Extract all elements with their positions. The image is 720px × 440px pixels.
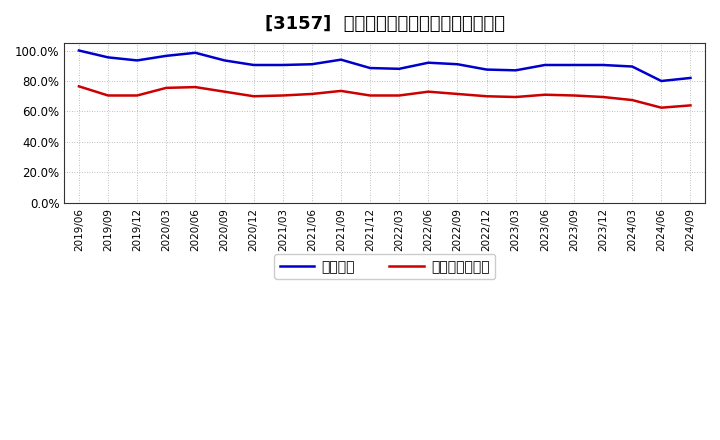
固定比率: [307, 62, 316, 67]
固定長期適合率: [162, 85, 171, 91]
固定比率: [279, 62, 287, 68]
固定長期適合率: [541, 92, 549, 97]
固定長期適合率: [133, 93, 142, 98]
固定比率: [162, 53, 171, 59]
Title: [3157]  固定比率、固定長期適合率の推移: [3157] 固定比率、固定長期適合率の推移: [265, 15, 505, 33]
固定比率: [482, 67, 491, 72]
固定長期適合率: [424, 89, 433, 94]
固定比率: [599, 62, 608, 68]
固定比率: [657, 78, 666, 84]
固定長期適合率: [279, 93, 287, 98]
固定比率: [453, 62, 462, 67]
固定比率: [366, 66, 374, 71]
固定比率: [191, 50, 199, 55]
Legend: 固定比率, 固定長期適合率: 固定比率, 固定長期適合率: [274, 254, 495, 279]
固定長期適合率: [657, 105, 666, 110]
固定長期適合率: [628, 97, 636, 103]
固定長期適合率: [453, 92, 462, 97]
固定比率: [75, 48, 84, 53]
固定比率: [104, 55, 112, 60]
固定長期適合率: [191, 84, 199, 90]
固定長期適合率: [249, 94, 258, 99]
固定長期適合率: [75, 84, 84, 89]
固定比率: [570, 62, 578, 68]
固定比率: [628, 64, 636, 69]
固定比率: [133, 58, 142, 63]
固定比率: [249, 62, 258, 68]
固定長期適合率: [511, 94, 520, 99]
固定比率: [337, 57, 346, 62]
固定長期適合率: [686, 103, 695, 108]
固定長期適合率: [307, 92, 316, 97]
固定比率: [541, 62, 549, 68]
固定長期適合率: [220, 89, 229, 94]
固定比率: [424, 60, 433, 66]
固定長期適合率: [482, 94, 491, 99]
固定長期適合率: [366, 93, 374, 98]
固定長期適合率: [395, 93, 404, 98]
固定長期適合率: [570, 93, 578, 98]
固定長期適合率: [337, 88, 346, 94]
固定比率: [395, 66, 404, 71]
固定長期適合率: [599, 94, 608, 99]
固定比率: [220, 58, 229, 63]
Line: 固定比率: 固定比率: [79, 51, 690, 81]
固定比率: [686, 75, 695, 81]
固定比率: [511, 68, 520, 73]
固定長期適合率: [104, 93, 112, 98]
Line: 固定長期適合率: 固定長期適合率: [79, 86, 690, 108]
